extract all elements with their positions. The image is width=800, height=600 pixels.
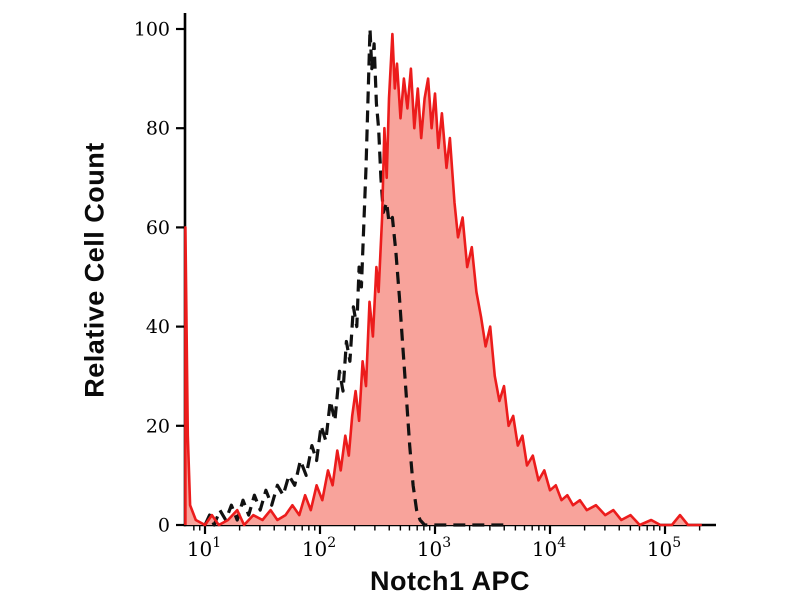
x-axis-label: Notch1 APC <box>369 566 531 596</box>
isotype-control-dashed-curve <box>203 27 504 527</box>
x-tick-label: 103 <box>417 535 451 561</box>
y-tick-label: 0 <box>158 515 170 537</box>
notch1-apc-red-curve <box>184 32 702 527</box>
x-tick-label: 101 <box>187 535 221 561</box>
red-histogram-fill <box>185 34 702 525</box>
x-tick-label: 105 <box>647 535 681 561</box>
y-tick-label: 80 <box>146 118 170 140</box>
y-tick-label: 100 <box>134 19 170 41</box>
y-tick-label: 20 <box>146 415 170 437</box>
y-axis-label: Relative Cell Count <box>79 142 110 398</box>
x-tick-label: 102 <box>302 535 336 561</box>
y-tick-label: 60 <box>146 217 170 239</box>
y-tick-label: 40 <box>146 316 170 338</box>
x-tick-label: 104 <box>532 535 566 561</box>
